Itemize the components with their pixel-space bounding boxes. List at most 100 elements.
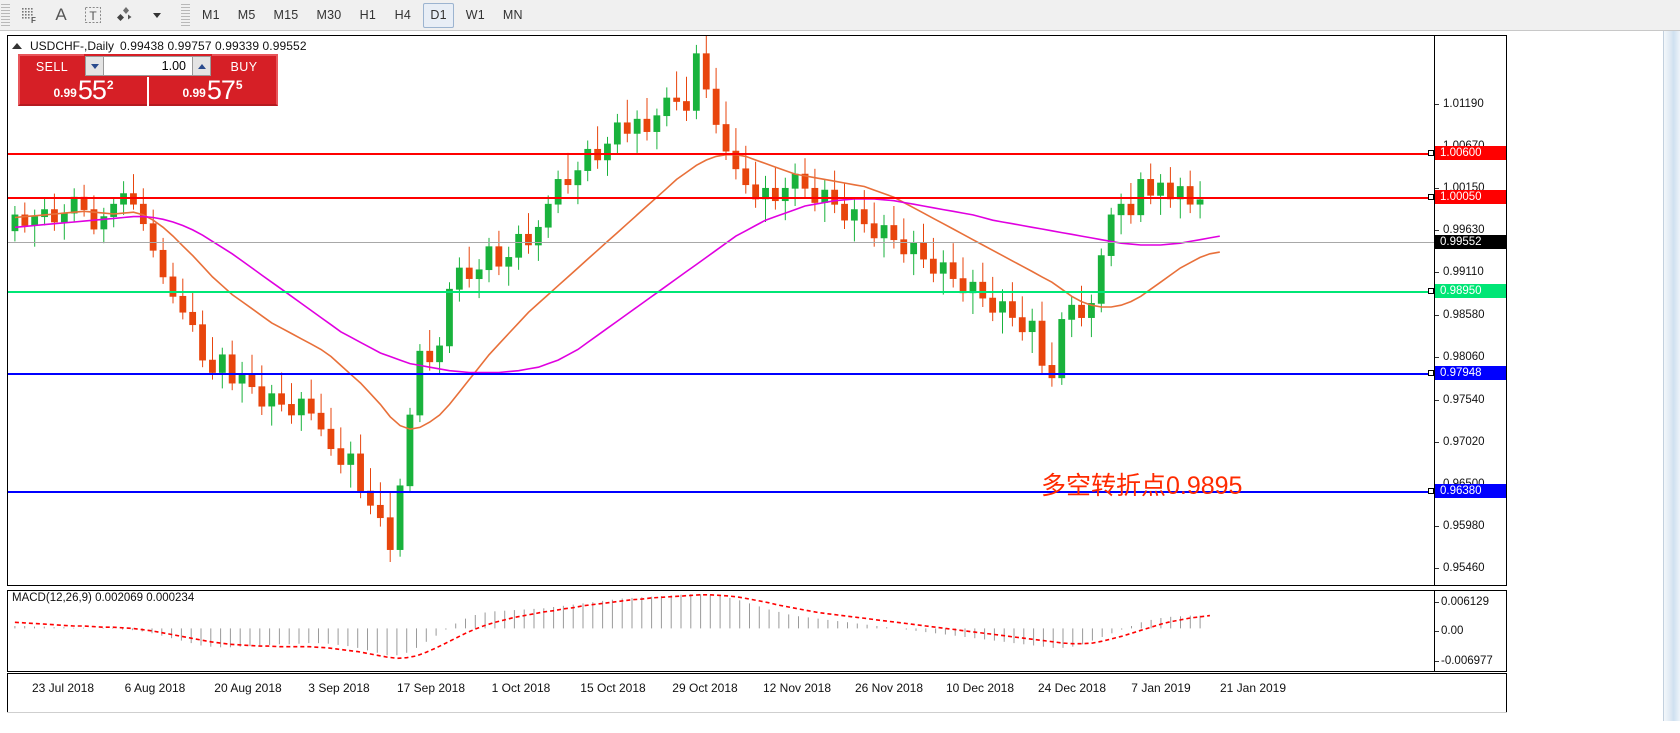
sell-button[interactable]: SELL [18,54,84,77]
level-drag-handle[interactable] [1428,488,1434,494]
time-label-5: 1 Oct 2018 [491,681,551,695]
buy-price-fraction: 5 [235,78,243,92]
main-toolbar: F A T M1 M5 M15 M30 H1 H4 D1 W1 MN [0,0,1680,31]
dropdown-arrow-icon[interactable] [141,1,173,30]
text-label-glyph: A [55,5,67,24]
price-tick-0.97540: 0.97540 [1435,394,1506,406]
trade-panel-price-row: 0.99 55 2 0.99 57 5 [18,77,278,106]
buy-price-prefix: 0.99 [182,86,206,100]
level-drag-handle[interactable] [1428,150,1434,156]
trade-panel-top-row: SELL 1.00 BUY [18,54,278,77]
timeframe-label: M1 [202,8,220,22]
price-tick-0.98580: 0.98580 [1435,309,1506,321]
timeframe-label: W1 [465,8,485,22]
candlestick-series [11,36,1220,562]
time-label-3: 3 Sep 2018 [308,681,370,695]
svg-text:T: T [89,9,97,23]
volume-increase-button[interactable] [192,56,211,76]
volume-input[interactable]: 1.00 [104,56,192,76]
toolbar-grip-1[interactable] [1,4,10,26]
timeframe-button-m5[interactable]: M5 [232,3,262,28]
timeframe-button-mn[interactable]: MN [497,3,529,28]
bottom-divider [7,712,1507,713]
level-line [8,197,1434,199]
macd-label: MACD(12,26,9) 0.002069 0.000234 [12,592,195,604]
symbol-period-label: USDCHF-,Daily [30,38,114,53]
price-tick-0.95980: 0.95980 [1435,520,1506,532]
timeframe-label: D1 [430,8,447,22]
price-plot-area[interactable]: 多空转折点0.9895 [8,36,1434,585]
macd-indicator-window[interactable]: MACD(12,26,9) 0.002069 0.000234 0.006129… [7,590,1507,672]
time-scale[interactable]: 23 Jul 2018 6 Aug 2018 20 Aug 2018 3 Sep 20… [7,673,1507,713]
timeframe-label: MN [502,8,523,22]
time-label-4: 17 Sep 2018 [396,681,466,695]
level-line [8,242,1434,243]
macd-series [14,593,1210,660]
resistance-label-1.00600[interactable]: 1.00600 [1435,146,1506,160]
price-tick-0.99110: 0.99110 [1435,266,1506,278]
time-label-8: 12 Nov 2018 [762,681,832,695]
buy-button[interactable]: BUY [212,54,278,77]
level-drag-handle[interactable] [1428,194,1434,200]
price-scale[interactable]: 1.011901.006701.001500.996300.991100.985… [1434,36,1506,585]
vertical-scrollbar[interactable] [1663,31,1680,721]
chart-window[interactable]: USDCHF-,Daily 0.99438 0.99757 0.99339 0.… [7,35,1507,586]
timeframe-button-h4[interactable]: H4 [388,3,417,28]
level-drag-handle[interactable] [1428,288,1434,294]
level-line [8,491,1434,493]
pivot-label-0.98950[interactable]: 0.98950 [1435,284,1506,298]
timeframe-label: H1 [359,8,377,22]
chart-header: USDCHF-,Daily 0.99438 0.99757 0.99339 0.… [8,36,307,55]
indicators-icon[interactable] [109,1,141,30]
text-box-icon[interactable]: T [77,1,109,30]
time-label-12: 7 Jan 2019 [1131,681,1191,695]
one-click-trading-panel[interactable]: SELL 1.00 BUY 0.99 55 [18,54,278,106]
time-label-10: 10 Dec 2018 [945,681,1015,695]
level-line [8,291,1434,293]
timeframe-label: H4 [394,8,412,22]
chart-annotation-text: 多空转折点0.9895 [1041,472,1243,500]
chevron-up-icon [197,63,206,69]
timeframe-label: M15 [273,8,299,22]
timeframe-button-m15[interactable]: M15 [268,3,305,28]
macd-scale[interactable]: 0.006129 0.00 -0.006977 [1434,591,1506,671]
time-scale-rule [8,673,1506,674]
price-tick-0.99630: 0.99630 [1435,224,1506,236]
time-label-9: 26 Nov 2018 [854,681,924,695]
price-tick-1.01190: 1.01190 [1435,98,1506,110]
volume-stepper[interactable]: 1.00 [84,54,212,77]
timeframe-group: M1 M5 M15 M30 H1 H4 D1 W1 MN [193,1,532,30]
timeframe-button-m30[interactable]: M30 [310,3,347,28]
timeframe-button-h1[interactable]: H1 [353,3,382,28]
time-label-7: 29 Oct 2018 [672,681,738,695]
level-drag-handle[interactable] [1428,370,1434,376]
chevron-down-icon [90,63,99,69]
level-line [8,373,1434,375]
collapse-triangle-icon[interactable] [12,42,22,49]
timeframe-button-d1[interactable]: D1 [423,2,454,28]
timeframe-label: M5 [237,8,256,22]
macd-tick-2: -0.006977 [1435,655,1506,667]
buy-button-label: BUY [230,59,258,74]
macd-tick-0: 0.006129 [1435,596,1506,608]
timeframe-button-m1[interactable]: M1 [196,3,226,28]
sell-price-fraction: 2 [106,78,114,92]
time-label-11: 24 Dec 2018 [1037,681,1107,695]
buy-price-display[interactable]: 0.99 57 5 [149,77,278,106]
timeframe-button-w1[interactable]: W1 [460,3,491,28]
sell-price-display[interactable]: 0.99 55 2 [18,77,147,106]
resistance-label-1.00050[interactable]: 1.00050 [1435,190,1506,204]
price-tick-0.95460: 0.95460 [1435,562,1506,574]
toolbar-grip-2[interactable] [181,4,190,26]
text-label-icon[interactable]: A [45,1,77,30]
support-label-0.97948[interactable]: 0.97948 [1435,366,1506,380]
current-price-label[interactable]: 0.99552 [1435,235,1506,249]
sell-price-prefix: 0.99 [53,86,77,100]
volume-decrease-button[interactable] [85,56,104,76]
price-tick-0.98060: 0.98060 [1435,351,1506,363]
crosshair-f-icon[interactable]: F [13,1,45,30]
time-label-1: 6 Aug 2018 [124,681,186,695]
svg-text:F: F [31,16,36,24]
support-label-0.96380[interactable]: 0.96380 [1435,484,1506,498]
